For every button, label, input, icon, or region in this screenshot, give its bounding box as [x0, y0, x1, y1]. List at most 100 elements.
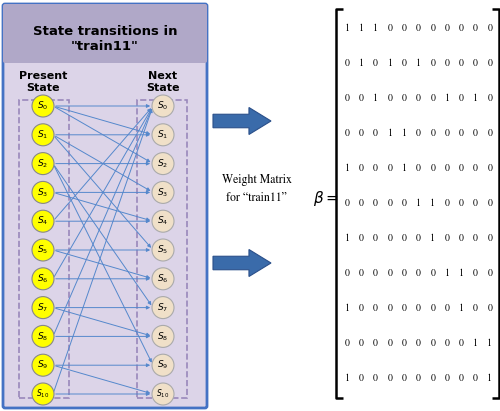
Text: 1: 1 — [344, 304, 350, 313]
Text: 1: 1 — [344, 374, 350, 383]
Text: $S_{7}$: $S_{7}$ — [158, 301, 168, 314]
Circle shape — [152, 326, 174, 347]
Text: $S_{3}$: $S_{3}$ — [158, 186, 168, 199]
Text: 0: 0 — [373, 339, 378, 348]
Text: 0: 0 — [416, 339, 421, 348]
Circle shape — [152, 95, 174, 117]
Text: 0: 0 — [388, 374, 392, 383]
Text: for “train11”: for “train11” — [226, 192, 287, 204]
Text: 0: 0 — [473, 304, 478, 313]
Text: 0: 0 — [488, 304, 492, 313]
Text: $S_{8}$: $S_{8}$ — [38, 330, 48, 343]
Text: 0: 0 — [402, 269, 406, 278]
Text: $S_{7}$: $S_{7}$ — [38, 301, 48, 314]
Text: 0: 0 — [473, 59, 478, 68]
Circle shape — [32, 383, 54, 405]
Text: 0: 0 — [388, 269, 392, 278]
Text: 0: 0 — [373, 59, 378, 68]
Text: 1: 1 — [473, 339, 478, 348]
Circle shape — [152, 383, 174, 405]
Text: 1: 1 — [402, 164, 406, 173]
Text: 0: 0 — [459, 234, 464, 243]
Text: 0: 0 — [459, 59, 464, 68]
Text: 0: 0 — [416, 94, 421, 103]
Text: 0: 0 — [373, 234, 378, 243]
Text: Weight Matrix: Weight Matrix — [222, 174, 292, 186]
Circle shape — [152, 210, 174, 232]
Text: $S_{9}$: $S_{9}$ — [158, 359, 168, 372]
Circle shape — [152, 354, 174, 376]
Circle shape — [32, 152, 54, 175]
Text: 0: 0 — [488, 129, 492, 139]
Text: 1: 1 — [430, 199, 436, 208]
Text: 0: 0 — [359, 129, 364, 139]
Circle shape — [32, 239, 54, 261]
Circle shape — [32, 95, 54, 117]
Polygon shape — [213, 249, 271, 277]
Text: 0: 0 — [444, 234, 450, 243]
Text: 0: 0 — [430, 339, 435, 348]
Text: 0: 0 — [416, 164, 421, 173]
Text: "train11": "train11" — [71, 40, 139, 53]
Text: $S_{6}$: $S_{6}$ — [38, 272, 48, 285]
Text: 0: 0 — [359, 269, 364, 278]
Circle shape — [152, 297, 174, 319]
Text: 1: 1 — [402, 129, 406, 139]
Text: $S_{5}$: $S_{5}$ — [38, 244, 48, 256]
Text: 0: 0 — [402, 234, 406, 243]
Text: 0: 0 — [444, 59, 450, 68]
Text: $S_{10}$: $S_{10}$ — [156, 388, 170, 400]
Bar — [5, 34, 205, 61]
Text: 0: 0 — [402, 24, 406, 33]
Text: 1: 1 — [416, 59, 421, 68]
Circle shape — [152, 181, 174, 203]
Circle shape — [32, 326, 54, 347]
Bar — [19, 100, 69, 398]
Text: 0: 0 — [416, 24, 421, 33]
Text: 0: 0 — [430, 269, 435, 278]
Text: 0: 0 — [359, 94, 364, 103]
Text: $S_{5}$: $S_{5}$ — [158, 244, 168, 256]
Text: 0: 0 — [444, 374, 450, 383]
Text: 0: 0 — [373, 164, 378, 173]
Text: 0: 0 — [359, 199, 364, 208]
Text: 0: 0 — [459, 94, 464, 103]
Text: 0: 0 — [402, 94, 406, 103]
Text: 0: 0 — [388, 304, 392, 313]
Text: 0: 0 — [459, 24, 464, 33]
Text: 0: 0 — [473, 199, 478, 208]
Text: 0: 0 — [473, 24, 478, 33]
Text: 0: 0 — [430, 59, 435, 68]
Text: 1: 1 — [344, 234, 350, 243]
Text: 0: 0 — [402, 59, 406, 68]
Text: 0: 0 — [430, 164, 435, 173]
Text: 0: 0 — [359, 164, 364, 173]
Text: 0: 0 — [388, 164, 392, 173]
Text: 0: 0 — [473, 234, 478, 243]
Polygon shape — [213, 108, 271, 134]
Circle shape — [152, 268, 174, 290]
Text: State transitions in: State transitions in — [33, 25, 177, 38]
Text: 0: 0 — [459, 374, 464, 383]
Text: 1: 1 — [459, 304, 464, 313]
Text: 1: 1 — [444, 269, 450, 278]
Text: 0: 0 — [402, 304, 406, 313]
Text: 0: 0 — [388, 24, 392, 33]
Circle shape — [32, 268, 54, 290]
Text: 0: 0 — [430, 304, 435, 313]
Text: State: State — [26, 83, 60, 93]
Text: 0: 0 — [444, 199, 450, 208]
Text: 0: 0 — [444, 164, 450, 173]
Circle shape — [152, 124, 174, 146]
Text: $S_{4}$: $S_{4}$ — [158, 215, 168, 227]
Circle shape — [152, 239, 174, 261]
Text: $S_{1}$: $S_{1}$ — [158, 129, 168, 141]
Text: 0: 0 — [488, 269, 492, 278]
Text: 0: 0 — [388, 339, 392, 348]
Text: 0: 0 — [373, 129, 378, 139]
Text: 1: 1 — [488, 374, 492, 383]
Text: 0: 0 — [430, 24, 435, 33]
Text: 0: 0 — [416, 304, 421, 313]
Text: $S_{6}$: $S_{6}$ — [158, 272, 168, 285]
Circle shape — [32, 181, 54, 203]
